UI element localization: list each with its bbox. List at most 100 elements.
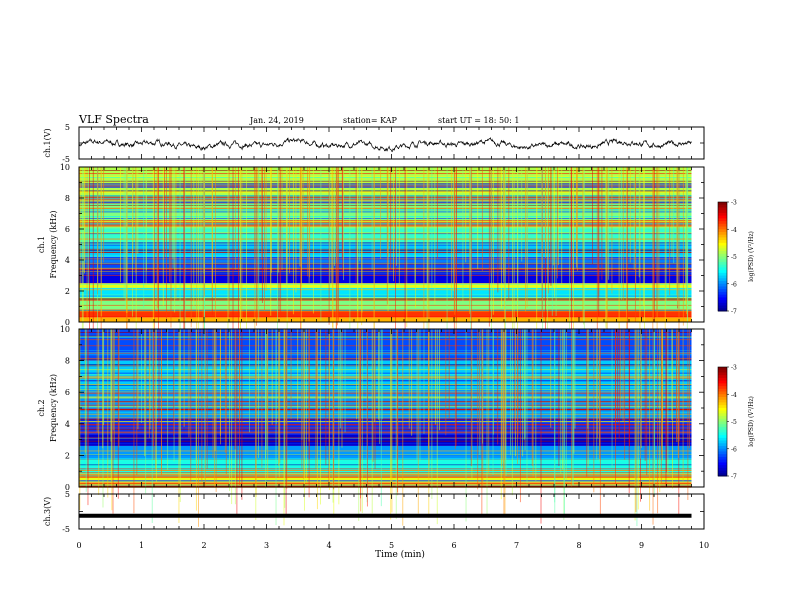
ch2-spectrogram-sferic	[117, 329, 119, 499]
ch2-colorbar-tick-label: -7	[731, 474, 737, 481]
ch2-colorbar: -3 -4 -5 -6 -7 log(PSD) (V²/Hz)	[717, 365, 755, 481]
ch1-spectrogram-line	[79, 270, 692, 272]
ch1-spectrogram-band	[79, 287, 692, 298]
ch2-spectrogram-sferic	[308, 329, 310, 498]
ch1-spectrogram-line	[79, 252, 692, 253]
ch2-spectrogram-sferic	[479, 329, 481, 455]
ch1-spectrogram-line	[79, 170, 692, 171]
ch1-spectrogram-line	[79, 289, 692, 291]
ch1-spectrogram-sferic	[80, 167, 82, 285]
ch2-spectrogram-sferic	[201, 329, 203, 482]
ch1-spectrogram-sferic	[278, 167, 280, 273]
ch2-spectrogram-sferic	[417, 329, 419, 514]
ch2-spectrogram-line	[79, 337, 692, 338]
ch2-spectrogram-sferic	[148, 329, 150, 439]
ch1-colorbar-swatch	[718, 289, 727, 293]
ch2-spectrogram-sferic	[372, 329, 374, 462]
ch2-spectrogram-sferic	[428, 329, 430, 518]
ch2-colorbar-label: log(PSD) (V²/Hz)	[748, 396, 755, 447]
ch1-spectrogram-sferic	[644, 167, 645, 356]
ch1-colorbar-swatch	[718, 286, 727, 290]
ch2-spectrogram-sferic	[423, 329, 425, 434]
ch2-spectrogram-line	[79, 375, 692, 377]
ch1-spectrogram-line	[79, 306, 692, 307]
ch2-spectrogram-sferic	[286, 329, 288, 489]
ch1-spectrogram-sferic	[157, 167, 159, 308]
ch1-spectrogram-sferic	[184, 167, 186, 335]
ch1-colorbar-swatch	[718, 240, 727, 244]
ch1-colorbar-label: log(PSD) (V²/Hz)	[748, 231, 755, 282]
ch1-waveform-line	[78, 137, 692, 153]
ch1-spectrogram-sferic	[135, 167, 137, 274]
ch2-spectrogram-line	[79, 350, 692, 351]
ch1-colorbar-swatch	[718, 294, 727, 298]
ch1-spectrogram-sferic	[673, 167, 675, 264]
ch1-spectrogram-line	[79, 294, 692, 296]
ch2-spectrogram-line	[79, 359, 692, 361]
ch1-spectrogram-sferic	[541, 167, 543, 319]
ch1-spectrogram-sferic	[174, 167, 176, 313]
ch1-spectrogram-sferic	[625, 167, 627, 338]
ch1-spectrogram-line	[79, 227, 692, 229]
ch1-spectrogram-sferic	[100, 167, 102, 317]
ch1-colorbar-swatch	[718, 264, 727, 268]
ch2-spectrogram-sferic	[359, 329, 360, 482]
ch1-spectrogram-sferic	[687, 167, 689, 321]
ch2-spectrogram-sferic	[628, 329, 630, 494]
ch1-colorbar-swatch	[718, 202, 727, 206]
ch1-spectrogram-sferic	[620, 167, 622, 300]
ch2-spectrogram-sferic	[79, 329, 81, 510]
ch1-spectrogram-sferic	[246, 167, 247, 335]
ch1-spectrogram-sferic	[196, 167, 198, 345]
ch1-spectrogram-sferic	[398, 167, 400, 287]
ch1-spectrogram-sferic	[608, 167, 610, 280]
ch1-spectrogram-sferic	[86, 167, 88, 321]
ch1-spectrogram-sferic	[583, 167, 584, 325]
ch2-spectrogram-line	[79, 345, 692, 347]
ch2-colorbar-swatch	[718, 405, 727, 409]
ch2-spectrogram-sferic	[470, 329, 472, 467]
ch2-spectrogram-line	[79, 396, 692, 398]
ch1-ylabel: ch.1(V)	[43, 128, 52, 157]
ch2-colorbar-swatch	[718, 394, 727, 398]
ch1-spectrogram-sferic	[451, 167, 453, 299]
ch2-spectrogram-sferic	[214, 329, 216, 451]
ch1-spectrogram-sferic	[685, 167, 686, 304]
ch1-colorbar-swatch	[718, 245, 727, 249]
ch2-spectrogram-line	[79, 432, 692, 434]
ch2-spectrogram-line	[79, 396, 692, 398]
ch1-spectrogram-line	[79, 233, 692, 235]
ch1-colorbar-swatch	[718, 215, 727, 219]
ch2-spectrogram-line	[79, 475, 692, 477]
ch2-spectrogram-sferic	[84, 329, 86, 454]
ch1-spectrogram-line	[79, 232, 692, 234]
ch1-spectrogram-sferic	[126, 167, 128, 295]
time-tick-label: 1	[139, 541, 144, 550]
ch2-spectrogram-sferic	[204, 329, 206, 479]
ch2-spectrogram-sferic	[173, 329, 175, 436]
ch2-spectrogram-sferic	[465, 329, 467, 522]
ch1-spectrogram-sferic	[343, 167, 345, 281]
time-tick-label: 6	[451, 541, 456, 550]
ch1-spectrogram-line	[79, 208, 692, 210]
ch2-colorbar-swatch	[718, 473, 727, 477]
ch1-spectrogram-line	[79, 284, 692, 285]
ch2-colorbar-swatch	[718, 462, 727, 466]
ch2-spectrogram-line	[79, 401, 692, 403]
ch2-spectrogram-sferic	[646, 329, 648, 476]
ch1-spectrogram-sferic	[499, 167, 501, 270]
ch1-spectrogram-ytick-label: 4	[65, 256, 70, 265]
ch1-spectrogram-sferic	[172, 167, 174, 259]
ch1-spectrogram-sferic	[154, 167, 156, 351]
ch1-colorbar-swatch	[718, 226, 727, 230]
ch1-spectrogram-sferic	[333, 167, 335, 266]
ch2-colorbar-tick-label: -6	[731, 446, 737, 453]
ch2-spectrogram-ytick-label: 2	[65, 451, 70, 460]
ch2-spectrogram-sferic	[316, 329, 318, 419]
ch2-spectrogram-line	[79, 377, 692, 379]
ch2-spectrogram-sferic	[504, 329, 506, 516]
ch1-spectrogram-line	[79, 298, 692, 300]
ch2-spectrogram-sferic	[640, 329, 642, 448]
ch2-colorbar-swatch	[718, 426, 727, 431]
ch2-spectrogram-sferic	[381, 329, 383, 420]
